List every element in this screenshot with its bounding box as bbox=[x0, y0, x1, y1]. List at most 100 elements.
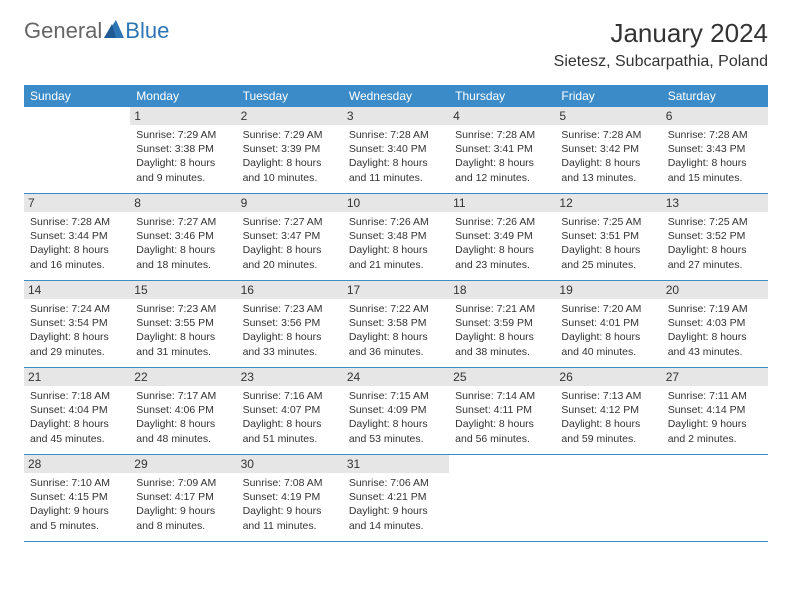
daylight2-label: and 31 minutes. bbox=[136, 345, 230, 359]
daylight1-label: Daylight: 8 hours bbox=[349, 156, 443, 170]
calendar-cell: 10Sunrise: 7:26 AMSunset: 3:48 PMDayligh… bbox=[343, 194, 449, 280]
calendar-cell bbox=[555, 455, 661, 541]
sunset-label: Sunset: 4:06 PM bbox=[136, 403, 230, 417]
calendar-week: 21 Sunrise: 7:18 AMSunset: 4:04 PM Dayligh… bbox=[24, 368, 768, 455]
daylight2-label: and 9 minutes. bbox=[136, 171, 230, 185]
calendar-cell bbox=[662, 455, 768, 541]
daylight2-label: and 59 minutes. bbox=[561, 432, 655, 446]
calendar-cell: 11Sunrise: 7:26 AMSunset: 3:49 PMDayligh… bbox=[449, 194, 555, 280]
logo-sail-icon bbox=[104, 18, 124, 44]
sunset-label: Sunset: 3:38 PM bbox=[136, 142, 230, 156]
day-number: 5 bbox=[555, 107, 661, 125]
daylight2-label: and 38 minutes. bbox=[455, 345, 549, 359]
day-number: 27 bbox=[662, 368, 768, 386]
daylight2-label: and 5 minutes. bbox=[30, 519, 124, 533]
daylight1-label: Daylight: 8 hours bbox=[455, 243, 549, 257]
daylight1-label: Daylight: 8 hours bbox=[136, 417, 230, 431]
day-number: 21 bbox=[24, 368, 130, 386]
sunset-label: Sunset: 3:56 PM bbox=[243, 316, 337, 330]
page-header: General Blue January 2024 Sietesz, Subca… bbox=[0, 0, 792, 79]
daylight1-label: Daylight: 8 hours bbox=[30, 243, 124, 257]
calendar-cell: 8Sunrise: 7:27 AMSunset: 3:46 PMDaylight… bbox=[130, 194, 236, 280]
daylight1-label: Daylight: 8 hours bbox=[561, 417, 655, 431]
day-header: Thursday bbox=[449, 85, 555, 107]
weeks-container: 1Sunrise: 7:29 AMSunset: 3:38 PMDaylight… bbox=[24, 107, 768, 542]
day-number: 3 bbox=[343, 107, 449, 125]
day-number: 4 bbox=[449, 107, 555, 125]
sunset-label: Sunset: 4:04 PM bbox=[30, 403, 124, 417]
calendar-cell: 26Sunrise: 7:13 AMSunset: 4:12 PMDayligh… bbox=[555, 368, 661, 454]
daylight2-label: and 11 minutes. bbox=[349, 171, 443, 185]
day-header: Friday bbox=[555, 85, 661, 107]
day-number: 6 bbox=[662, 107, 768, 125]
daylight1-label: Daylight: 8 hours bbox=[668, 330, 762, 344]
sunset-label: Sunset: 4:01 PM bbox=[561, 316, 655, 330]
sunrise-label: Sunrise: 7:15 AM bbox=[349, 389, 443, 403]
daylight1-label: Daylight: 8 hours bbox=[136, 330, 230, 344]
sunset-label: Sunset: 4:15 PM bbox=[30, 490, 124, 504]
calendar-cell bbox=[449, 455, 555, 541]
daylight1-label: Daylight: 8 hours bbox=[668, 243, 762, 257]
calendar-cell: 12Sunrise: 7:25 AMSunset: 3:51 PMDayligh… bbox=[555, 194, 661, 280]
sunrise-label: Sunrise: 7:06 AM bbox=[349, 476, 443, 490]
daylight1-label: Daylight: 8 hours bbox=[455, 330, 549, 344]
sunset-label: Sunset: 4:09 PM bbox=[349, 403, 443, 417]
sunset-label: Sunset: 4:03 PM bbox=[668, 316, 762, 330]
sunset-label: Sunset: 3:42 PM bbox=[561, 142, 655, 156]
day-number: 31 bbox=[343, 455, 449, 473]
day-headers-row: Sunday Monday Tuesday Wednesday Thursday… bbox=[24, 85, 768, 107]
day-number: 14 bbox=[24, 281, 130, 299]
sunrise-label: Sunrise: 7:21 AM bbox=[455, 302, 549, 316]
sunset-label: Sunset: 3:58 PM bbox=[349, 316, 443, 330]
daylight1-label: Daylight: 8 hours bbox=[668, 156, 762, 170]
logo-text-general: General bbox=[24, 18, 102, 44]
calendar-cell: 6Sunrise: 7:28 AMSunset: 3:43 PMDaylight… bbox=[662, 107, 768, 193]
daylight1-label: Daylight: 8 hours bbox=[243, 243, 337, 257]
day-number: 24 bbox=[343, 368, 449, 386]
calendar-cell: 21Sunrise: 7:18 AMSunset: 4:04 PMDayligh… bbox=[24, 368, 130, 454]
sunset-label: Sunset: 3:39 PM bbox=[243, 142, 337, 156]
calendar-week: 28 Sunrise: 7:10 AMSunset: 4:15 PM Dayligh… bbox=[24, 455, 768, 542]
sunrise-label: Sunrise: 7:19 AM bbox=[668, 302, 762, 316]
month-title: January 2024 bbox=[554, 18, 768, 49]
day-number: 29 bbox=[130, 455, 236, 473]
calendar-cell: 16Sunrise: 7:23 AMSunset: 3:56 PMDayligh… bbox=[237, 281, 343, 367]
calendar-cell: 27Sunrise: 7:11 AMSunset: 4:14 PMDayligh… bbox=[662, 368, 768, 454]
day-number: 28 bbox=[24, 455, 130, 473]
sunrise-label: Sunrise: 7:10 AM bbox=[30, 476, 124, 490]
day-number: 2 bbox=[237, 107, 343, 125]
daylight2-label: and 48 minutes. bbox=[136, 432, 230, 446]
sunrise-label: Sunrise: 7:24 AM bbox=[30, 302, 124, 316]
sunrise-label: Sunrise: 7:18 AM bbox=[30, 389, 124, 403]
sunrise-label: Sunrise: 7:28 AM bbox=[455, 128, 549, 142]
sunrise-label: Sunrise: 7:22 AM bbox=[349, 302, 443, 316]
sunset-label: Sunset: 4:12 PM bbox=[561, 403, 655, 417]
sunrise-label: Sunrise: 7:23 AM bbox=[136, 302, 230, 316]
sunrise-label: Sunrise: 7:28 AM bbox=[668, 128, 762, 142]
day-header: Sunday bbox=[24, 85, 130, 107]
daylight1-label: Daylight: 8 hours bbox=[30, 330, 124, 344]
daylight2-label: and 51 minutes. bbox=[243, 432, 337, 446]
sunrise-label: Sunrise: 7:29 AM bbox=[243, 128, 337, 142]
calendar-cell: 4Sunrise: 7:28 AMSunset: 3:41 PMDaylight… bbox=[449, 107, 555, 193]
daylight2-label: and 18 minutes. bbox=[136, 258, 230, 272]
day-number: 18 bbox=[449, 281, 555, 299]
daylight1-label: Daylight: 8 hours bbox=[561, 330, 655, 344]
daylight2-label: and 40 minutes. bbox=[561, 345, 655, 359]
daylight1-label: Daylight: 8 hours bbox=[243, 417, 337, 431]
day-header: Tuesday bbox=[237, 85, 343, 107]
calendar-cell: 23Sunrise: 7:16 AMSunset: 4:07 PMDayligh… bbox=[237, 368, 343, 454]
daylight2-label: and 21 minutes. bbox=[349, 258, 443, 272]
calendar: Sunday Monday Tuesday Wednesday Thursday… bbox=[24, 85, 768, 542]
title-block: January 2024 Sietesz, Subcarpathia, Pola… bbox=[554, 18, 768, 71]
sunset-label: Sunset: 3:49 PM bbox=[455, 229, 549, 243]
day-number: 8 bbox=[130, 194, 236, 212]
daylight1-label: Daylight: 9 hours bbox=[349, 504, 443, 518]
sunset-label: Sunset: 4:19 PM bbox=[243, 490, 337, 504]
day-number: 13 bbox=[662, 194, 768, 212]
day-number: 22 bbox=[130, 368, 236, 386]
day-number: 7 bbox=[24, 194, 130, 212]
sunset-label: Sunset: 3:51 PM bbox=[561, 229, 655, 243]
daylight2-label: and 13 minutes. bbox=[561, 171, 655, 185]
daylight2-label: and 53 minutes. bbox=[349, 432, 443, 446]
